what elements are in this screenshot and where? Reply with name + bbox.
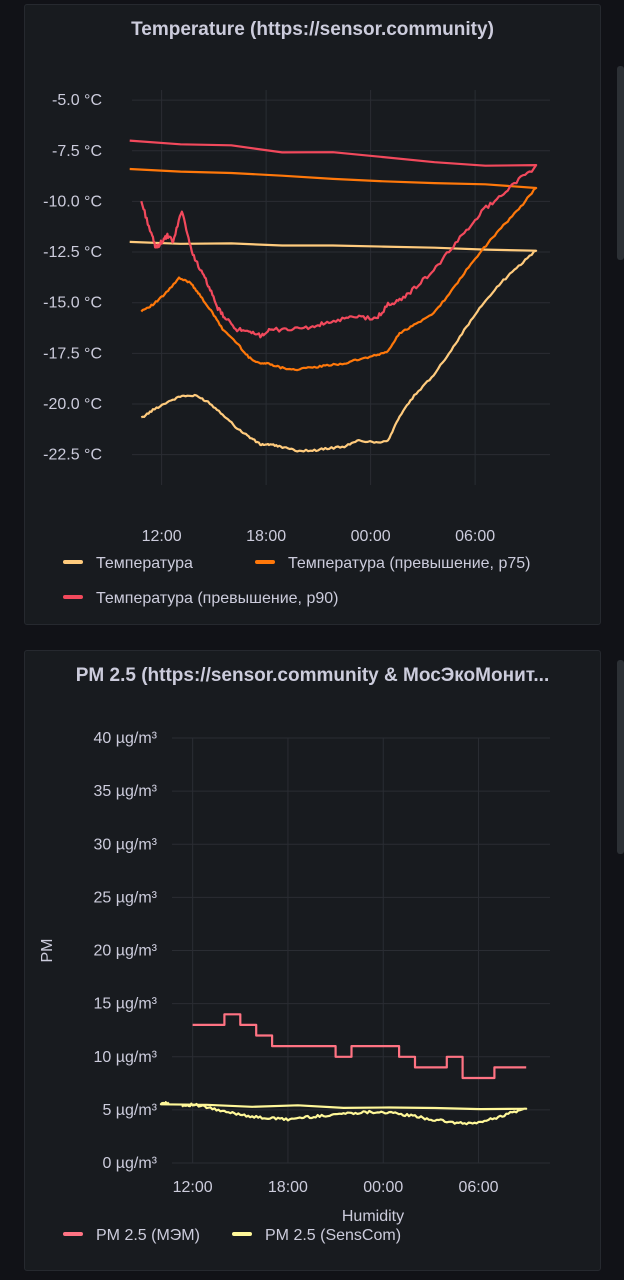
scrollbar-top[interactable] [617, 66, 624, 260]
y-tick-label: 30 µg/m³ [94, 836, 158, 853]
legend-swatch [232, 1232, 252, 1236]
y-tick-label: -17.5 °C [43, 345, 102, 362]
x-tick-label: 18:00 [268, 1179, 308, 1196]
legend-item-температура[interactable]: Температура [63, 555, 193, 572]
x-tick-label: 00:00 [351, 528, 391, 545]
legend-label: PM 2.5 (МЭМ) [96, 1227, 200, 1244]
legend-item-температура-превышение-p90[interactable]: Температура (превышение, p90) [63, 590, 338, 607]
y-tick-label: 15 µg/m³ [94, 996, 158, 1013]
x-tick-label: 06:00 [455, 528, 495, 545]
legend-swatch [63, 560, 83, 564]
x-axis-label: Humidity [342, 1208, 404, 1225]
y-tick-label: 25 µg/m³ [94, 889, 158, 906]
y-tick-label: -12.5 °C [43, 244, 102, 261]
y-axis-label: PM [39, 939, 56, 963]
y-tick-label: -5.0 °C [52, 92, 102, 109]
y-tick-label: -10.0 °C [43, 193, 102, 210]
legend-label: PM 2.5 (SensCom) [265, 1227, 401, 1244]
y-tick-label: 10 µg/m³ [94, 1049, 158, 1066]
legend-swatch [255, 560, 275, 564]
legend-label: Температура [96, 555, 193, 572]
y-tick-label: -7.5 °C [52, 143, 102, 160]
y-tick-label: 5 µg/m³ [102, 1102, 157, 1119]
series-line-pm-2-5-мэм[interactable] [192, 1013, 527, 1080]
legend-swatch [63, 595, 83, 599]
scrollbar-bottom[interactable] [617, 660, 624, 854]
x-tick-label: 18:00 [246, 528, 286, 545]
x-tick-label: 12:00 [173, 1179, 213, 1196]
temperature-panel-title[interactable]: Temperature (https://sensor.community) [131, 19, 494, 40]
y-tick-label: 35 µg/m³ [94, 783, 158, 800]
temperature-panel: Temperature (https://sensor.community) -… [24, 4, 601, 625]
legend-label: Температура (превышение, p75) [288, 555, 530, 572]
y-tick-label: -15.0 °C [43, 295, 102, 312]
pm25-panel: PM 2.5 (https://sensor.community & МосЭк… [24, 650, 601, 1271]
y-tick-label: 20 µg/m³ [94, 943, 158, 960]
y-tick-label: -20.0 °C [43, 396, 102, 413]
legend-swatch [63, 1232, 83, 1236]
y-tick-label: 40 µg/m³ [94, 730, 158, 747]
legend-item-pm-2-5-senscom[interactable]: PM 2.5 (SensCom) [232, 1227, 401, 1244]
pm25-chart[interactable]: 0 µg/m³ 5 µg/m³ 10 µg/m³ 15 µg/m³ 20 µg/m³ 25… [25, 651, 600, 1270]
series-line-pm-2-5-senscom[interactable] [159, 1101, 528, 1126]
temperature-chart[interactable]: -5.0 °C -7.5 °C -10.0 °C -12.5 °C -15.0 °C -1… [25, 5, 600, 624]
series-line-температура-превышение-p75[interactable] [129, 167, 538, 372]
legend-item-pm-2-5-мэм[interactable]: PM 2.5 (МЭМ) [63, 1227, 200, 1244]
pm25-panel-title[interactable]: PM 2.5 (https://sensor.community & МосЭк… [75, 665, 550, 686]
legend-label: Температура (превышение, p90) [96, 590, 338, 607]
y-tick-label: 0 µg/m³ [102, 1155, 157, 1172]
series-line-температура[interactable] [129, 240, 538, 453]
y-tick-label: -22.5 °C [43, 447, 102, 464]
x-tick-label: 00:00 [363, 1179, 403, 1196]
x-tick-label: 12:00 [142, 528, 182, 545]
legend-item-температура-превышение-p75[interactable]: Температура (превышение, p75) [255, 555, 530, 572]
series-line-температура-превышение-p90[interactable] [129, 139, 538, 339]
x-tick-label: 06:00 [459, 1179, 499, 1196]
